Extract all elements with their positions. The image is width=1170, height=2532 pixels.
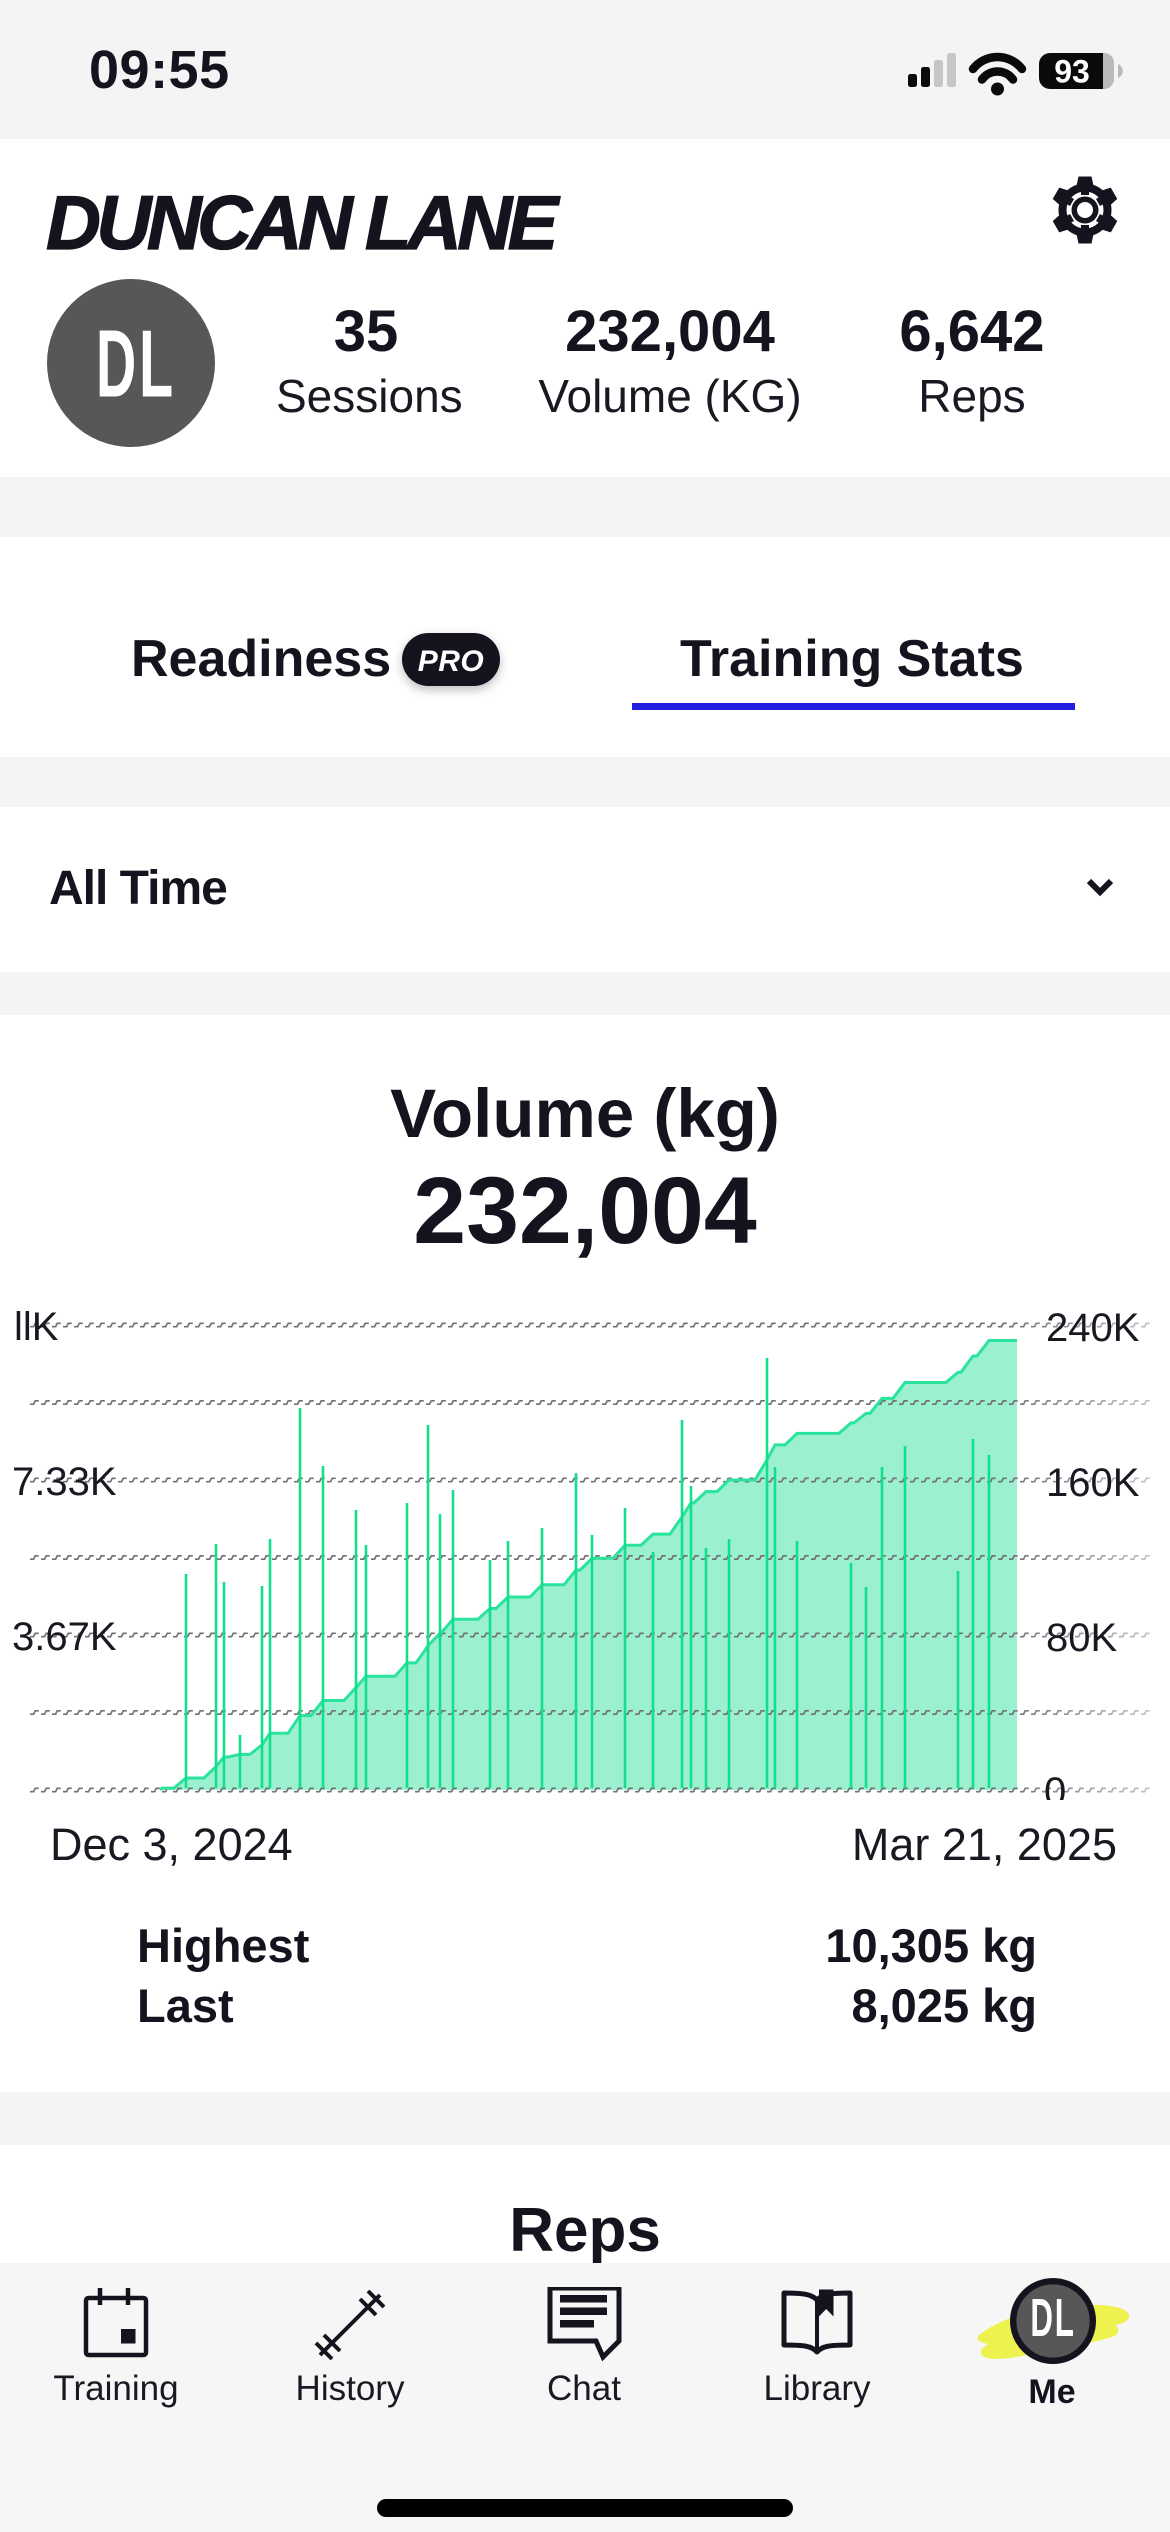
svg-text:80K: 80K	[1046, 1616, 1117, 1660]
svg-text:7.33K: 7.33K	[12, 1460, 117, 1504]
svg-text:93: 93	[1054, 54, 1090, 90]
svg-text:DL: DL	[1030, 2288, 1075, 2348]
svg-text:llK: llK	[14, 1305, 59, 1349]
svg-text:DL: DL	[96, 310, 176, 418]
svg-text:0: 0	[1044, 1770, 1066, 1800]
svg-text:240K: 240K	[1046, 1306, 1140, 1350]
svg-text:3.67K: 3.67K	[12, 1615, 117, 1659]
svg-text:160K: 160K	[1046, 1461, 1140, 1505]
